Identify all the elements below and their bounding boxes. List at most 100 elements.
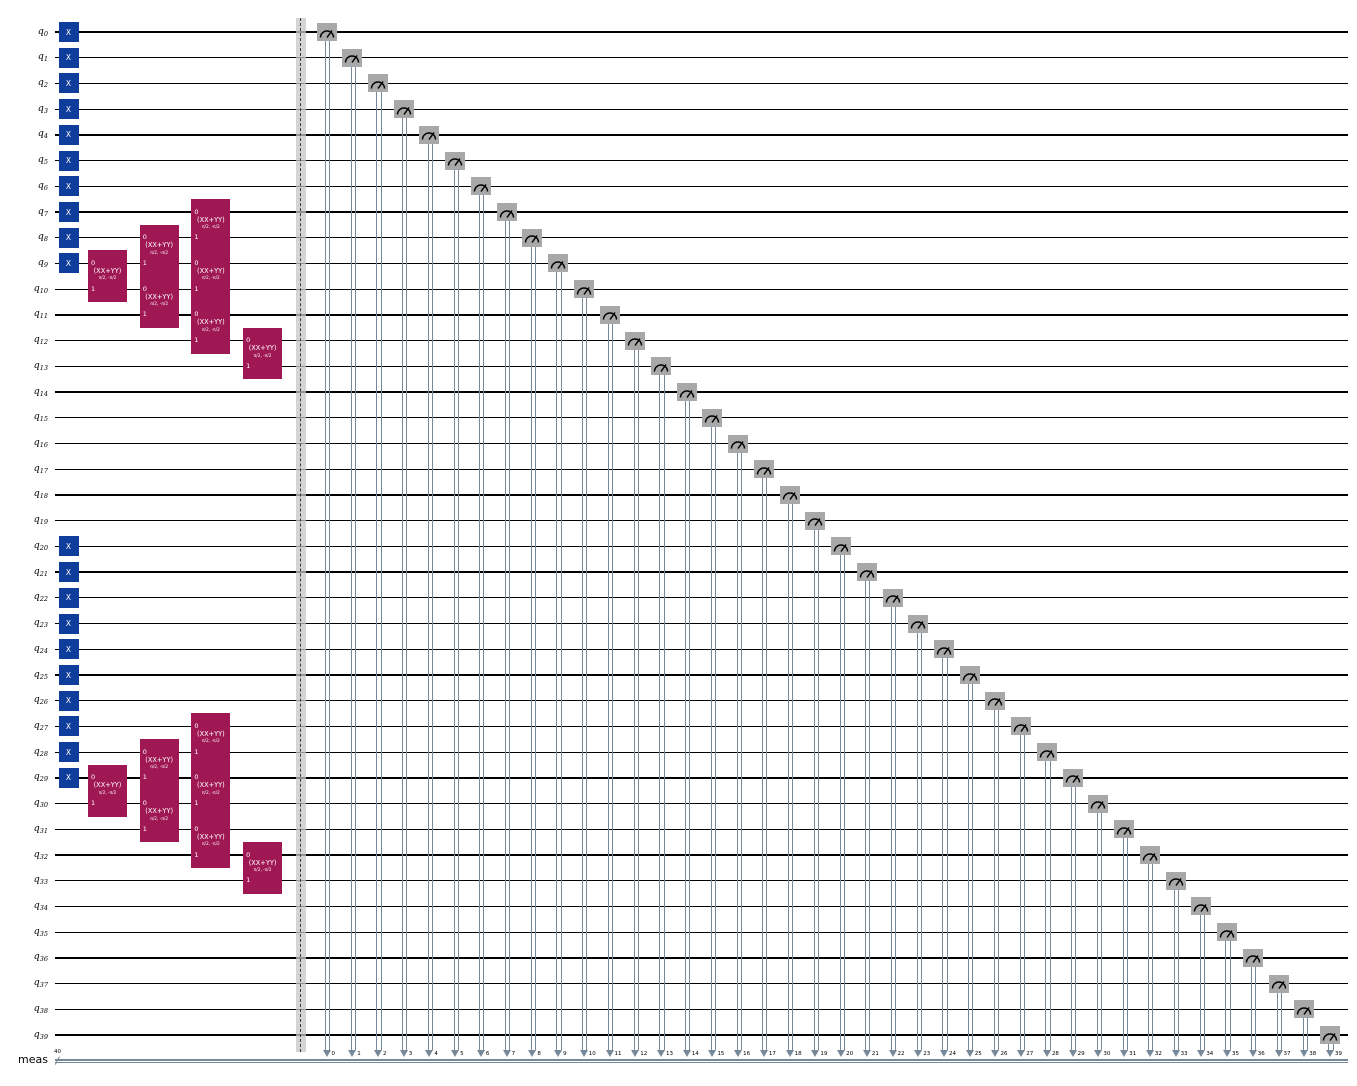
- measure-gate: [1165, 871, 1186, 890]
- qubit-label-name: q: [33, 488, 40, 500]
- qubit-label-index: 24: [39, 646, 48, 655]
- qubit-wire: [55, 237, 1348, 239]
- x-gate: X: [58, 73, 79, 94]
- qubit-label-name: q: [33, 1028, 40, 1040]
- measure-wire-drop: [865, 581, 871, 1050]
- measure-arrow-icon: [425, 1050, 434, 1057]
- measure-arrow-icon: [1300, 1050, 1309, 1057]
- measure-icon: [576, 286, 592, 295]
- measure-gate: [1114, 820, 1135, 839]
- qubit-label-index: 2: [43, 80, 48, 89]
- classical-bit-label: 37: [1283, 1050, 1291, 1057]
- measure-wire-drop: [993, 709, 1000, 1050]
- measure-arrow-icon: [940, 1050, 949, 1057]
- qubit-wire: [55, 957, 1348, 959]
- classical-bit-label: 18: [794, 1050, 802, 1057]
- classical-bit-label: 35: [1232, 1050, 1240, 1057]
- qubit-label-name: q: [37, 231, 44, 243]
- measure-gate: [522, 228, 543, 247]
- classical-bit-label: 39: [1334, 1050, 1342, 1057]
- measure-gate: [445, 151, 466, 170]
- classical-bit-label: 8: [537, 1050, 541, 1057]
- xxyy-port-1: 1: [91, 799, 96, 808]
- qubit-label-name: q: [33, 951, 40, 963]
- qubit-label-index: 9: [43, 260, 48, 269]
- classical-bit-label: 3: [408, 1050, 413, 1057]
- measure-icon: [988, 698, 1003, 707]
- qubit-wire: [55, 417, 1348, 419]
- measure-gate: [367, 74, 388, 93]
- qubit-label-index: 30: [39, 801, 48, 810]
- qubit-label-index: 12: [39, 338, 48, 347]
- measure-gate: [831, 537, 852, 556]
- qubit-label-name: q: [33, 925, 40, 937]
- qubit-label: q17: [2, 463, 48, 476]
- xxyy-gate: 0 (XX+YY) π/2, -π/2 1: [139, 224, 179, 277]
- classical-bit-label: 26: [1000, 1050, 1008, 1057]
- xxyy-port-0: 0: [194, 258, 199, 267]
- measure-wire-drop: [788, 503, 794, 1050]
- qubit-label-index: 37: [39, 981, 48, 990]
- measure-arrow-icon: [734, 1050, 743, 1057]
- measure-gate: [1319, 1026, 1340, 1045]
- qubit-wire: [55, 751, 1348, 753]
- qubit-label-index: 13: [39, 363, 48, 372]
- measure-wire-drop: [942, 658, 948, 1050]
- classical-bit-label: 4: [434, 1050, 438, 1057]
- measure-icon: [833, 543, 849, 552]
- classical-wire: [55, 1058, 1348, 1061]
- xxyy-port-1: 1: [142, 310, 147, 319]
- qubit-label-name: q: [33, 899, 40, 911]
- measure-wire-drop: [762, 478, 768, 1050]
- measure-wire-drop: [1173, 889, 1180, 1050]
- qubit-label-name: q: [33, 437, 40, 449]
- qubit-wire: [55, 648, 1348, 650]
- measure-icon: [1296, 1006, 1312, 1015]
- measure-icon: [473, 183, 489, 192]
- qubit-label-name: q: [33, 977, 40, 989]
- measure-icon: [1065, 775, 1080, 784]
- xxyy-gate-label: (XX+YY): [145, 755, 174, 764]
- xxyy-port-0: 0: [246, 336, 251, 345]
- measure-icon: [859, 569, 875, 578]
- qubit-label-name: q: [33, 617, 40, 629]
- x-gate: X: [58, 202, 79, 223]
- x-gate: X: [58, 253, 79, 274]
- xxyy-gate-params: π/2, -π/2: [253, 868, 272, 874]
- qubit-label-index: 10: [39, 286, 48, 295]
- qubit-label: q11: [2, 309, 48, 321]
- classical-bit-label: 17: [768, 1050, 776, 1057]
- qubit-wire: [55, 262, 1348, 265]
- qubit-label: q33: [2, 875, 48, 887]
- measure-icon: [319, 29, 334, 38]
- measure-icon: [422, 132, 437, 141]
- measure-arrow-icon: [579, 1050, 588, 1057]
- measure-wire-drop: [479, 195, 485, 1050]
- measure-arrow-icon: [528, 1050, 537, 1057]
- qubit-wire: [55, 159, 1348, 162]
- x-gate: X: [58, 22, 79, 42]
- measure-wire-drop: [556, 272, 562, 1050]
- measure-icon: [1116, 826, 1132, 835]
- qubit-label-index: 11: [39, 312, 48, 321]
- measure-gate: [1139, 846, 1160, 865]
- meas-register-label: meas: [18, 1053, 48, 1066]
- qubit-wire: [55, 185, 1348, 187]
- qubit-label: q10: [2, 283, 48, 296]
- xxyy-gate-label: (XX+YY): [197, 318, 225, 327]
- xxyy-port-0: 0: [142, 747, 147, 756]
- xxyy-gate-label: (XX+YY): [197, 832, 225, 841]
- measure-icon: [1168, 878, 1183, 887]
- qubit-label-index: 39: [39, 1032, 48, 1041]
- measure-arrow-icon: [1042, 1050, 1051, 1057]
- qubit-label-index: 15: [39, 415, 48, 424]
- measure-gate: [548, 254, 569, 273]
- measure-arrow-icon: [682, 1050, 691, 1057]
- measure-wire-drop: [453, 169, 459, 1050]
- measure-icon: [1142, 852, 1158, 861]
- qubit-label-index: 32: [39, 852, 48, 861]
- xxyy-port-1: 1: [142, 824, 147, 833]
- measure-arrow-icon: [656, 1050, 665, 1057]
- xxyy-gate-label: (XX+YY): [248, 858, 277, 867]
